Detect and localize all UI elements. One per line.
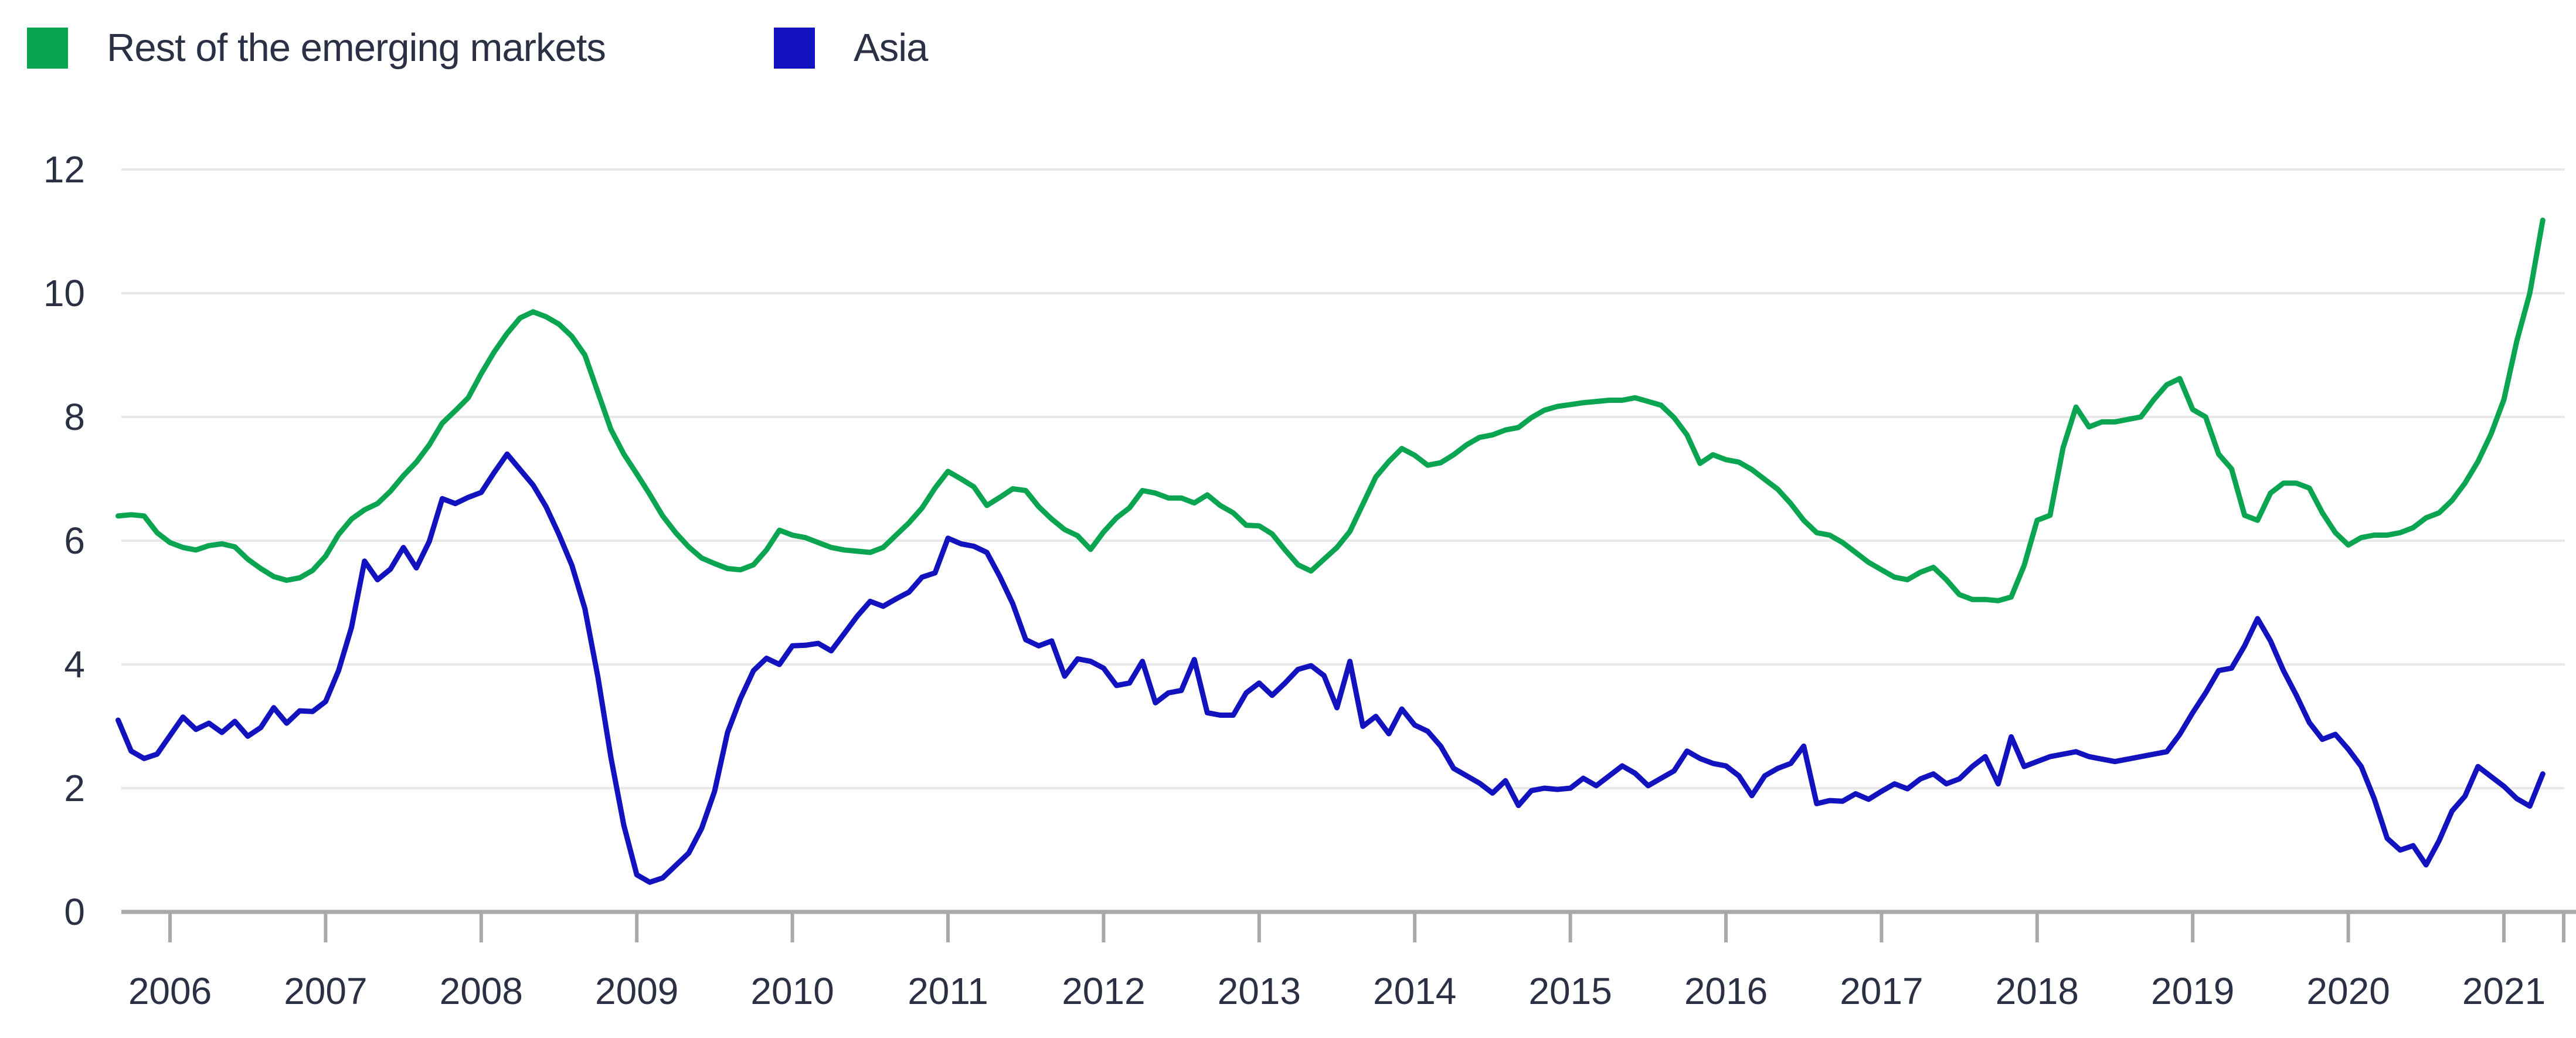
legend-label-rest-of-emerging-markets: Rest of the emerging markets bbox=[107, 26, 606, 70]
y-axis-label-6: 6 bbox=[64, 520, 85, 562]
x-axis-label-2008: 2008 bbox=[440, 970, 523, 1012]
x-axis-label-2012: 2012 bbox=[1062, 970, 1145, 1012]
gridlines-group bbox=[121, 168, 2565, 789]
legend-label-asia: Asia bbox=[854, 26, 928, 70]
x-axis-label-2017: 2017 bbox=[1840, 970, 1923, 1012]
series-line-rest-of-the-emerging-markets bbox=[115, 218, 2546, 603]
x-axis-label-2021: 2021 bbox=[2462, 970, 2546, 1012]
x-axis-label-2020: 2020 bbox=[2306, 970, 2390, 1012]
legend-swatch-rest-of-emerging-markets bbox=[27, 28, 68, 69]
series-group bbox=[115, 218, 2546, 885]
legend-item-rest-of-emerging-markets: Rest of the emerging markets bbox=[27, 23, 606, 73]
y-axis-label-10: 10 bbox=[43, 272, 85, 314]
y-axis-label-12: 12 bbox=[43, 148, 85, 191]
legend-item-asia: Asia bbox=[774, 23, 928, 73]
y-axis-label-0: 0 bbox=[64, 891, 85, 933]
x-axis-label-2009: 2009 bbox=[595, 970, 678, 1012]
legend: Rest of the emerging markets Asia bbox=[0, 0, 2576, 94]
y-axis-label-2: 2 bbox=[64, 767, 85, 809]
x-axis-label-2018: 2018 bbox=[1996, 970, 2079, 1012]
x-axis-label-2011: 2011 bbox=[908, 970, 988, 1012]
legend-swatch-asia bbox=[774, 28, 815, 69]
y-axis-label-4: 4 bbox=[64, 643, 85, 686]
series-line-asia bbox=[115, 451, 2546, 885]
x-axis-label-2007: 2007 bbox=[284, 970, 367, 1012]
x-axis-label-2016: 2016 bbox=[1684, 970, 1768, 1012]
x-axis-label-2019: 2019 bbox=[2151, 970, 2234, 1012]
y-axis-labels-group: 0 2 4 6 8 10 12 bbox=[43, 148, 85, 933]
x-axis-group bbox=[121, 910, 2576, 942]
x-axis-label-2013: 2013 bbox=[1218, 970, 1301, 1012]
x-axis-labels-group: 2006 2007 2008 2009 2010 2011 2012 2013 2014 2015… bbox=[128, 970, 2546, 1012]
x-axis-label-2010: 2010 bbox=[750, 970, 834, 1012]
x-axis-label-2014: 2014 bbox=[1373, 970, 1456, 1012]
x-axis-label-2015: 2015 bbox=[1528, 970, 1612, 1012]
y-axis-label-8: 8 bbox=[64, 396, 85, 438]
x-axis-label-2006: 2006 bbox=[128, 970, 212, 1012]
